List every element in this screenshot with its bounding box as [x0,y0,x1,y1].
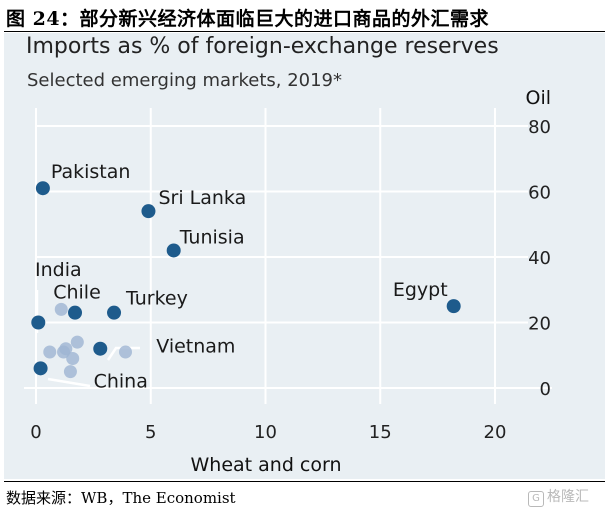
data-point-unlabeled [54,302,68,316]
x-axis-label: Wheat and corn [190,454,341,476]
x-tick-label: 5 [145,422,156,443]
axis-layer: 0 20 40 60 80 Oil 0 5 10 15 20 Wheat and corn [30,87,551,476]
label-leader-line [106,346,140,361]
data-point [68,305,83,320]
watermark: G 格隆汇 [528,486,589,507]
y-tick-label: 60 [528,183,551,204]
watermark-logo-icon: G [528,491,544,507]
x-tick-label: 10 [254,422,277,443]
data-point-unlabeled [70,335,84,349]
y-tick-label: 0 [540,379,551,400]
watermark-text: 格隆汇 [547,489,589,505]
point-label: Pakistan [51,161,131,183]
data-point-unlabeled [63,365,77,379]
data-point [93,341,108,356]
labels-layer: Pakistan Sri Lanka Tunisia Egypt Turkey Chile… [35,161,448,392]
data-point-unlabeled [66,352,80,366]
figure-title: 图 24：部分新兴经济体面临巨大的进口商品的外汇需求 [6,8,490,30]
point-label: Sri Lanka [158,187,246,209]
x-tick-label: 0 [30,422,41,443]
title-rule [4,31,605,32]
data-point [107,305,122,320]
chart-title: Imports as % of foreign-exchange reserve… [26,34,499,59]
point-label: Egypt [393,279,448,301]
points-layer [31,181,461,379]
source-rule [4,481,605,482]
point-label: China [94,370,148,392]
point-label: Tunisia [179,226,245,248]
x-tick-label: 15 [369,422,392,443]
data-point [35,181,50,196]
y-tick-label: 40 [528,248,551,269]
data-point [33,361,48,376]
data-point-unlabeled [59,342,73,356]
point-label: Turkey [125,288,188,310]
data-point [141,204,156,219]
source-note: 数据来源：WB，The Economist [6,489,236,507]
data-point-unlabeled [119,345,133,359]
x-tick-label: 20 [484,422,507,443]
y-tick-label: 80 [528,117,551,138]
chart-subtitle: Selected emerging markets, 2019* [27,70,343,91]
data-point [31,315,46,330]
data-point-unlabeled [43,345,57,359]
data-point [446,299,461,314]
point-label: India [35,259,82,281]
point-label: Chile [53,282,101,304]
y-axis-label: Oil [525,87,551,109]
y-tick-label: 20 [528,314,551,335]
grid-layer [24,108,552,404]
point-label: Vietnam [156,336,235,358]
data-point [166,243,181,258]
label-leader-line [47,377,91,388]
